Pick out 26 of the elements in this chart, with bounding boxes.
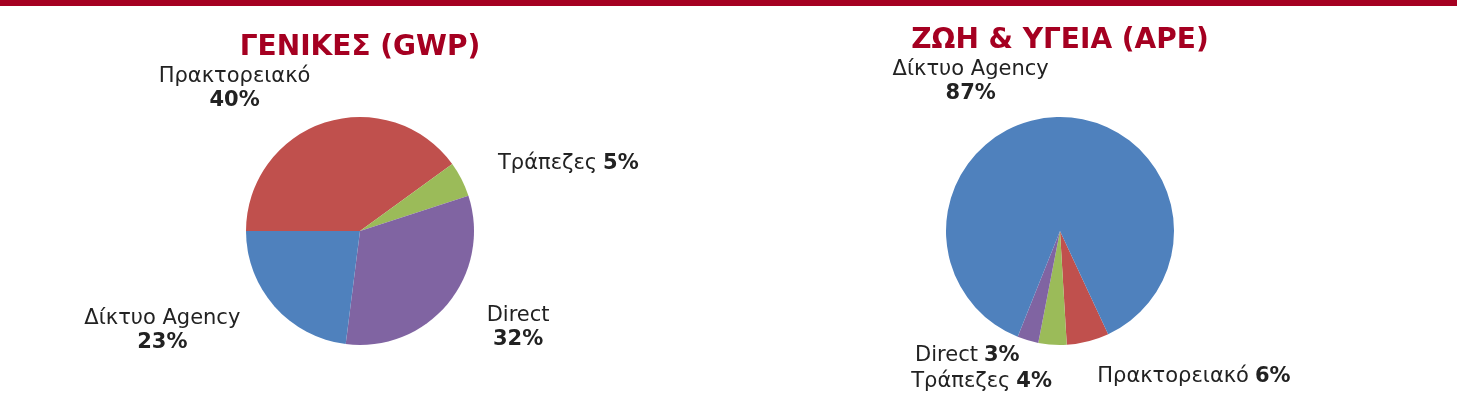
pie-slice bbox=[1038, 231, 1067, 345]
slice-label: Direct bbox=[915, 341, 978, 366]
pie-slice bbox=[1017, 231, 1060, 343]
data-label: 3% bbox=[983, 341, 1020, 366]
pie-slice bbox=[246, 231, 360, 345]
data-label: 23% bbox=[137, 329, 188, 354]
pie-slice bbox=[360, 163, 469, 231]
data-label: 4% bbox=[1016, 367, 1052, 392]
slice-label: Τράπεζες bbox=[910, 367, 1011, 392]
pie-slice bbox=[1060, 231, 1109, 345]
data-label: 40% bbox=[209, 87, 260, 112]
data-label: 32% bbox=[492, 325, 544, 350]
slice-label: Πρακτορειακό bbox=[158, 63, 311, 88]
pie-slice bbox=[946, 117, 1174, 337]
pie-slice bbox=[246, 117, 453, 231]
slice-label: Direct bbox=[486, 301, 550, 326]
chart-title: ΖΩΗ & ΥΓΕΙΑ (APE) bbox=[911, 22, 1209, 56]
pie-slice bbox=[345, 195, 474, 345]
chart-title: ΓΕΝΙΚΕΣ (GWP) bbox=[239, 29, 481, 63]
data-label: 87% bbox=[945, 80, 996, 105]
slice-label: Δίκτυο Agency bbox=[84, 305, 241, 330]
data-label: 6% bbox=[1254, 363, 1291, 388]
data-label: 5% bbox=[603, 149, 639, 174]
slice-label: Δίκτυο Agency bbox=[892, 56, 1049, 81]
slice-label: Τράπεζες bbox=[497, 149, 598, 174]
slice-label: Πρακτορειακό bbox=[1097, 363, 1249, 388]
